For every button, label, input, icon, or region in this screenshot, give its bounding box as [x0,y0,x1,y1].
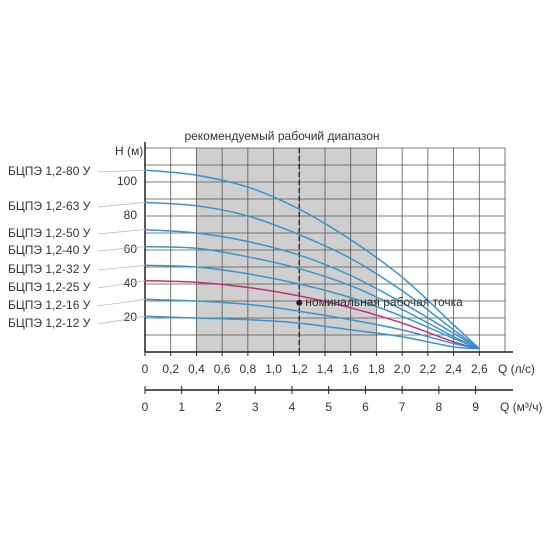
legend-leader [97,315,146,325]
x-tick-label: 1,4 [317,362,334,376]
legend-leader [97,202,146,208]
x2-tick-label: 8 [436,400,443,414]
chart-title: рекомендуемый рабочий диапазон [184,129,379,143]
x-tick-label: 0 [142,362,149,376]
x2-tick-label: 3 [252,400,259,414]
pump-curve [144,298,480,350]
pump-curve [144,264,480,350]
x2-tick-label: 9 [472,400,479,414]
legend-label: БЦПЭ 1,2-40 У [8,243,91,257]
pump-curve [144,169,480,350]
x2-tick-label: 7 [399,400,406,414]
x-tick-label: 2,0 [394,362,411,376]
y-tick-label: 60 [124,242,138,256]
x-tick-label: 0,6 [214,362,231,376]
y-tick-label: 20 [124,310,138,324]
x2-tick-label: 4 [289,400,296,414]
y-tick-label: 80 [124,208,138,222]
x-tick-label: 1,0 [265,362,282,376]
nominal-point [296,299,303,306]
x-tick-label: 2,2 [420,362,437,376]
legend-leader [97,264,146,271]
legend-label: БЦПЭ 1,2-12 У [8,316,91,330]
x2-tick-label: 2 [215,400,222,414]
x-tick-label: 0,8 [240,362,257,376]
pump-curve [144,315,480,350]
x-tick-label: 1,6 [342,362,359,376]
legend-label: БЦПЭ 1,2-16 У [8,298,91,312]
x2-tick-label: 5 [325,400,332,414]
pump-curve [144,279,480,350]
legend-leader [97,298,146,307]
x-tick-label: 1,2 [291,362,308,376]
legend-label: БЦПЭ 1,2-25 У [8,280,91,294]
legend-leader [97,280,146,289]
x-tick-label: 1,8 [368,362,385,376]
pump-curve [144,245,480,350]
legend-label: БЦПЭ 1,2-80 У [8,164,91,178]
legend-leader [97,229,146,235]
y-tick-label: 100 [117,174,137,188]
annotation: номинальная рабочая точка [305,295,463,309]
x2-tick-label: 0 [142,400,149,414]
pump-curve [144,228,480,350]
legend-leader [97,246,146,252]
legend-label: БЦПЭ 1,2-63 У [8,199,91,213]
x-axis-label: Q (л/с) [498,362,535,376]
x2-tick-label: 6 [362,400,369,414]
legend-label: БЦПЭ 1,2-32 У [8,262,91,276]
legend-label: БЦПЭ 1,2-50 У [8,226,91,240]
legend-leader [97,169,146,173]
x-tick-label: 2,6 [471,362,488,376]
x2-tick-label: 1 [178,400,185,414]
x-tick-label: 0,4 [188,362,205,376]
x-tick-label: 2,4 [445,362,462,376]
pump-curve [144,201,480,350]
x2-axis-label: Q (м³/ч) [500,400,543,414]
x-tick-label: 0,2 [162,362,179,376]
y-axis-label: H (м) [115,144,143,158]
